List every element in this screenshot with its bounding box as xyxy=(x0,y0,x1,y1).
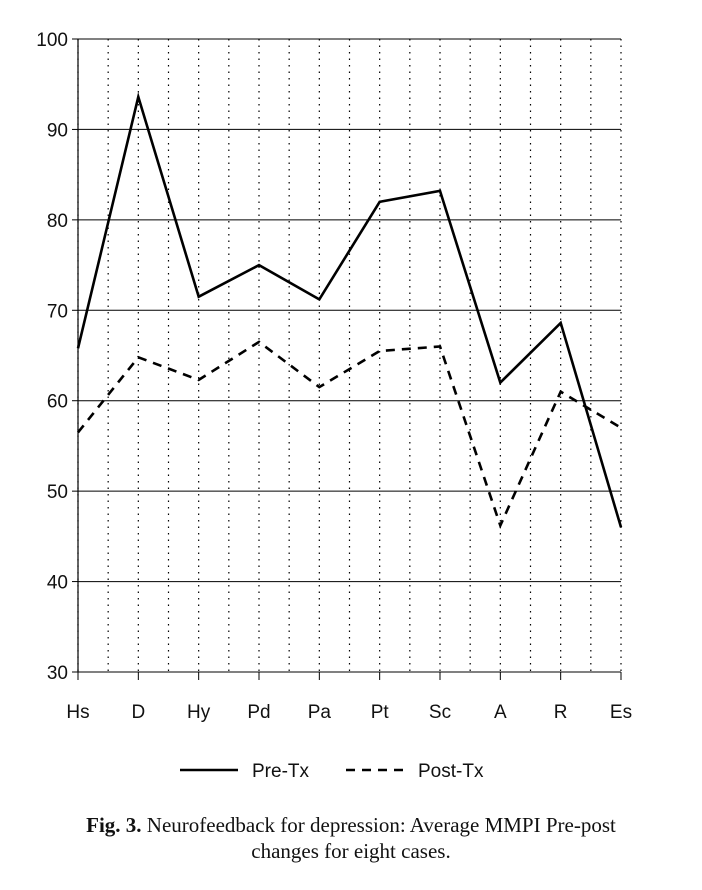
y-tick-label-100: 100 xyxy=(36,30,68,51)
tick-labels: 30 40 50 60 70 80 90 100 Hs D Hy Pd Pa Pt Sc A R Es xyxy=(36,30,632,723)
x-tick-label-Es: Es xyxy=(610,702,632,723)
y-tick-label-90: 90 xyxy=(47,120,68,141)
x-tick-label-Hs: Hs xyxy=(66,702,89,723)
series-line-pre-tx xyxy=(76,91,623,528)
grid xyxy=(77,38,622,673)
figure-number: Fig. 3. xyxy=(86,813,142,837)
y-tick-label-50: 50 xyxy=(47,482,68,503)
caption-text-1: Neurofeedback for depression: Average MM… xyxy=(146,813,616,837)
x-tick-label-A: A xyxy=(494,702,507,723)
y-tick-label-60: 60 xyxy=(47,392,68,413)
x-tick-label-Sc: Sc xyxy=(429,702,451,723)
axes xyxy=(72,38,622,680)
figure-caption: Fig. 3. Neurofeedback for depression: Av… xyxy=(0,812,702,864)
x-tick-label-R: R xyxy=(554,702,568,723)
y-tick-label-40: 40 xyxy=(47,573,68,594)
series-line-post-tx xyxy=(76,340,622,530)
caption-line-2: changes for eight cases. xyxy=(251,839,451,863)
x-tick-label-Hy: Hy xyxy=(187,702,211,723)
legend: Pre-Tx Post-Tx xyxy=(180,761,484,782)
y-tick-label-30: 30 xyxy=(47,663,68,684)
y-tick-label-80: 80 xyxy=(47,211,68,232)
y-tick-label-70: 70 xyxy=(47,301,68,322)
x-tick-label-D: D xyxy=(131,702,145,723)
caption-line-1: Fig. 3. Neurofeedback for depression: Av… xyxy=(0,812,702,838)
x-tick-label-Pd: Pd xyxy=(247,702,270,723)
x-tick-label-Pa: Pa xyxy=(308,702,332,723)
legend-label-post-tx: Post-Tx xyxy=(418,761,484,782)
x-tick-label-Pt: Pt xyxy=(371,702,390,723)
series-lines xyxy=(76,91,623,530)
legend-label-pre-tx: Pre-Tx xyxy=(252,761,310,782)
